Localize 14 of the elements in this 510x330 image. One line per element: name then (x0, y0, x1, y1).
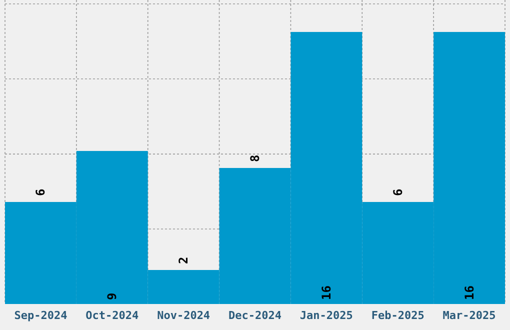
x-tick-label: Mar-2025 (442, 309, 496, 322)
x-tick-label: Nov-2024 (157, 309, 210, 322)
data-label: 6 (34, 188, 48, 196)
x-tick-label: Dec-2024 (228, 309, 282, 322)
x-tick-label: Feb-2025 (371, 309, 424, 322)
x-tick-label: Oct-2024 (86, 309, 140, 322)
data-label: 6 (390, 188, 405, 196)
x-tick-label: Sep-2024 (14, 309, 68, 322)
data-label: 16 (319, 286, 334, 300)
data-label: 16 (462, 286, 476, 300)
data-label: 8 (248, 154, 262, 162)
data-label: 2 (176, 256, 191, 264)
x-tick-label: Jan-2025 (300, 309, 353, 322)
data-label: 9 (105, 292, 120, 300)
